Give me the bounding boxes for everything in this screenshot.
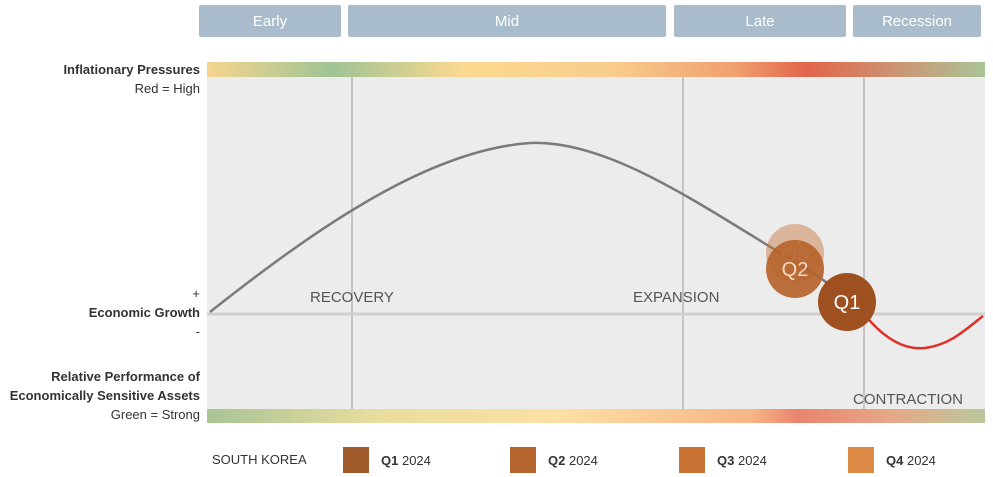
legend-label-q1: Q1 2024 [381,452,431,468]
inflation-gradient-bar [207,62,985,77]
phase-late: Late [674,5,846,37]
marker-q2-circle [766,240,824,298]
legend-swatch-q1 [343,447,369,473]
marker-q1-circle [818,273,876,331]
region-label-expansion: EXPANSION [633,289,719,306]
legend-label-q2: Q2 2024 [548,452,598,468]
legend-country: SOUTH KOREA [212,452,307,467]
relative-performance-line2: Economically Sensitive Assets [9,388,200,403]
growth-plus-sign: + [192,286,200,301]
legend-item-q4: Q4 2024 [848,447,936,473]
performance-gradient-bar [207,409,985,423]
region-label-contraction: CONTRACTION [853,391,963,408]
relative-performance-subtitle: Green = Strong [110,407,200,422]
phase-mid: Mid [348,5,666,37]
inflation-title: Inflationary Pressures [63,62,200,77]
legend-label-q3: Q3 2024 [717,452,767,468]
legend-swatch-q4 [848,447,874,473]
marker-q1: Q1 [818,273,876,331]
economic-growth-label: Economic Growth [88,305,200,320]
region-label-recovery: RECOVERY [310,289,394,306]
legend-item-q2: Q2 2024 [510,447,598,473]
relative-performance-line1: Relative Performance of [51,369,200,384]
legend-item-q1: Q1 2024 [343,447,431,473]
contraction-curve [863,313,984,350]
legend-swatch-q3 [679,447,705,473]
marker-q2-label: Q2 [782,259,809,281]
marker-q2: Q2 [766,240,824,298]
plot-background [207,77,985,409]
marker-q1-label: Q1 [834,292,861,314]
legend-swatch-q2 [510,447,536,473]
phase-early: Early [199,5,341,37]
growth-minus-sign: - [195,324,200,339]
legend-item-q3: Q3 2024 [679,447,767,473]
inflation-subtitle: Red = High [134,81,200,96]
legend-label-q4: Q4 2024 [886,452,936,468]
phase-recession: Recession [853,5,981,37]
